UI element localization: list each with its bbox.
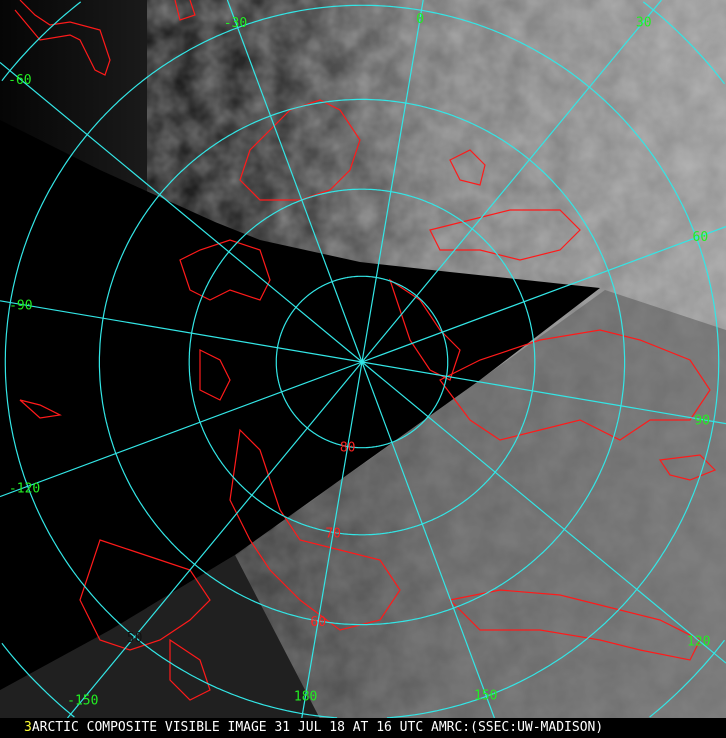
- meridian-30: [361, 0, 662, 363]
- latitude-circle-50: [4, 4, 720, 719]
- longitude-label: 180: [294, 689, 317, 704]
- longitude-label: 150: [474, 689, 497, 704]
- night-region: [0, 120, 600, 690]
- meridian--60: [0, 62, 363, 363]
- longitude-label: 90: [694, 414, 710, 429]
- latitude-circle-50: [386, 362, 720, 719]
- longitude-label: -150: [67, 693, 98, 708]
- latitude-label: 50: [127, 631, 143, 646]
- meridian-60: [361, 226, 726, 363]
- longitude-label: -90: [9, 298, 32, 313]
- longitude-label: -60: [8, 73, 31, 88]
- image-caption: 3ARCTIC COMPOSITE VISIBLE IMAGE 31 JUL 1…: [0, 718, 726, 738]
- latitude-label: 70: [325, 526, 341, 541]
- meridian--90: [0, 300, 363, 363]
- latitude-circle-40: [1, 642, 75, 718]
- latitude-circle-80: [275, 275, 449, 449]
- latitude-circle-60: [98, 98, 626, 626]
- meridian-0: [361, 0, 424, 363]
- longitude-label: -120: [9, 481, 40, 496]
- longitude-label: 120: [687, 635, 710, 650]
- meridian-150: [361, 361, 495, 719]
- caption-text: ARCTIC COMPOSITE VISIBLE IMAGE 31 JUL 18…: [31, 720, 604, 735]
- graticule: [0, 0, 726, 719]
- longitude-label: 0: [416, 12, 424, 27]
- meridian--150: [67, 361, 363, 719]
- latitude-label: 80: [340, 441, 356, 456]
- longitude-label: -30: [224, 16, 247, 31]
- longitude-label: 60: [693, 230, 709, 245]
- graticule-labels: 0 30 60 90 120 150 180 -150 -120 -90 -60 -30 80 70 60 5…: [8, 12, 710, 709]
- coastlines: [14, 0, 717, 701]
- latitude-circle-40: [649, 639, 725, 718]
- meridian-90: [361, 361, 726, 425]
- imagery-dark-bottom-left: [0, 555, 330, 738]
- latitude-label: 60: [310, 615, 326, 630]
- meridian--120: [0, 361, 363, 498]
- meridian-120: [361, 361, 726, 664]
- meridian--30: [226, 0, 363, 363]
- latitude-circle-40: [1, 1, 82, 82]
- latitude-circle-40: [642, 1, 725, 85]
- longitude-label: 30: [636, 15, 652, 30]
- latitude-circle-70: [188, 188, 536, 536]
- meridian--180: [301, 361, 363, 719]
- caption-number: 3: [24, 720, 32, 735]
